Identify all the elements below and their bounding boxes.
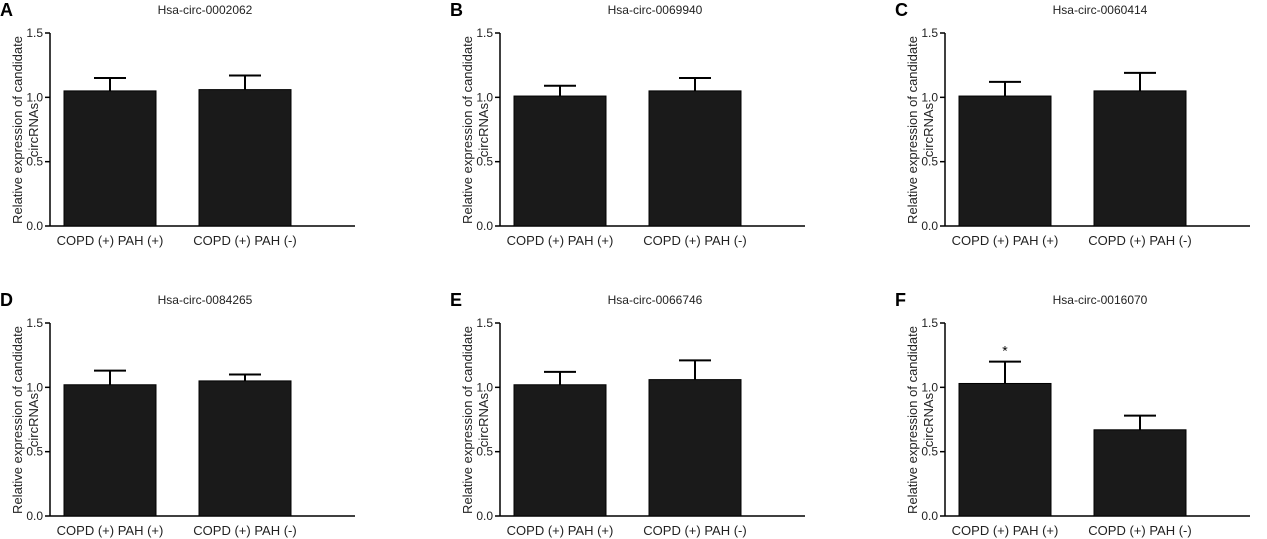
y-tick-label: 0.5: [921, 155, 938, 169]
y-axis-label: Relative expression of candidatecircRNAs: [905, 326, 936, 514]
chart-title: Hsa-circ-0016070: [1053, 293, 1148, 307]
y-axis-label: Relative expression of candidatecircRNAs: [460, 326, 491, 514]
panel-c: C Hsa-circ-0060414 Relative expression of …: [895, 0, 1250, 248]
panel-letter: D: [0, 290, 13, 310]
y-axis-label: Relative expression of candidatecircRNAs: [905, 36, 936, 224]
chart-title: Hsa-circ-0066746: [608, 293, 703, 307]
y-axis-label: Relative expression of candidatecircRNAs: [460, 36, 491, 224]
panel-b: B Hsa-circ-0069940 Relative expression of …: [450, 0, 805, 248]
y-axis-label: Relative expression of candidatecircRNAs: [10, 326, 41, 514]
panel-e: E Hsa-circ-0066746 Relative expression of …: [450, 290, 805, 538]
y-axis-label-line: Relative expression of candidate: [460, 36, 475, 224]
y-axis-label-line: circRNAs: [921, 392, 936, 447]
bar: [513, 384, 607, 517]
x-tick-label: COPD (+) PAH (-): [1088, 233, 1191, 248]
bar: [63, 384, 157, 517]
y-axis-label-line: circRNAs: [26, 102, 41, 157]
panel-letter: A: [0, 0, 13, 20]
panel-letter: F: [895, 290, 906, 310]
y-tick-label: 0.5: [26, 445, 43, 459]
y-tick-label: 1.0: [476, 90, 493, 104]
y-axis-label-line: circRNAs: [26, 392, 41, 447]
panel-d: D Hsa-circ-0084265 Relative expression of …: [0, 290, 355, 538]
chart-title: Hsa-circ-0084265: [158, 293, 253, 307]
y-tick-label: 1.5: [476, 26, 493, 40]
bar: [958, 382, 1052, 517]
bar: [1093, 90, 1187, 227]
y-tick-label: 0.0: [921, 509, 938, 523]
x-tick-label: COPD (+) PAH (-): [1088, 523, 1191, 538]
panel-letter: C: [895, 0, 908, 20]
chart-title: Hsa-circ-0069940: [608, 3, 703, 17]
panel-f: F Hsa-circ-0016070 Relative expression of …: [895, 290, 1250, 538]
x-tick-label: COPD (+) PAH (+): [952, 233, 1059, 248]
y-tick-label: 0.0: [26, 509, 43, 523]
y-tick-label: 0.5: [921, 445, 938, 459]
y-tick-label: 0.5: [476, 155, 493, 169]
y-tick-label: 0.0: [476, 219, 493, 233]
x-tick-label: COPD (+) PAH (-): [193, 233, 296, 248]
x-tick-label: COPD (+) PAH (+): [952, 523, 1059, 538]
y-tick-label: 1.0: [26, 90, 43, 104]
y-axis-label-line: Relative expression of candidate: [905, 36, 920, 224]
y-axis-label-line: Relative expression of candidate: [10, 36, 25, 224]
x-tick-label: COPD (+) PAH (+): [507, 523, 614, 538]
y-axis-label-line: circRNAs: [476, 102, 491, 157]
y-tick-label: 0.0: [921, 219, 938, 233]
y-axis-label-line: circRNAs: [921, 102, 936, 157]
x-tick-label: COPD (+) PAH (+): [57, 523, 164, 538]
y-tick-label: 1.0: [921, 380, 938, 394]
significance-marker: *: [1002, 343, 1008, 359]
x-tick-label: COPD (+) PAH (+): [57, 233, 164, 248]
x-tick-label: COPD (+) PAH (-): [193, 523, 296, 538]
y-tick-label: 0.5: [26, 155, 43, 169]
bar: [648, 379, 742, 517]
bar: [63, 90, 157, 227]
bar: [1093, 429, 1187, 517]
y-axis-label-line: Relative expression of candidate: [905, 326, 920, 514]
y-axis-label: Relative expression of candidatecircRNAs: [10, 36, 41, 224]
chart-title: Hsa-circ-0002062: [158, 3, 253, 17]
y-tick-label: 1.5: [26, 316, 43, 330]
panel-letter: B: [450, 0, 463, 20]
panel-a: A Hsa-circ-0002062 Relative expression of …: [0, 0, 355, 248]
bar: [513, 95, 607, 227]
y-tick-label: 1.0: [921, 90, 938, 104]
y-tick-label: 1.0: [476, 380, 493, 394]
y-tick-label: 1.5: [26, 26, 43, 40]
x-tick-label: COPD (+) PAH (+): [507, 233, 614, 248]
y-axis-label-line: Relative expression of candidate: [10, 326, 25, 514]
x-tick-label: COPD (+) PAH (-): [643, 523, 746, 538]
y-axis-label-line: circRNAs: [476, 392, 491, 447]
bar: [648, 90, 742, 227]
chart-title: Hsa-circ-0060414: [1053, 3, 1148, 17]
x-tick-label: COPD (+) PAH (-): [643, 233, 746, 248]
y-tick-label: 1.5: [921, 26, 938, 40]
y-tick-label: 0.0: [476, 509, 493, 523]
y-tick-label: 1.0: [26, 380, 43, 394]
bar: [958, 95, 1052, 227]
panel-letter: E: [450, 290, 462, 310]
y-tick-label: 1.5: [921, 316, 938, 330]
bar: [198, 380, 292, 517]
y-tick-label: 1.5: [476, 316, 493, 330]
bar: [198, 89, 292, 227]
y-tick-label: 0.0: [26, 219, 43, 233]
y-tick-label: 0.5: [476, 445, 493, 459]
y-axis-label-line: Relative expression of candidate: [460, 326, 475, 514]
